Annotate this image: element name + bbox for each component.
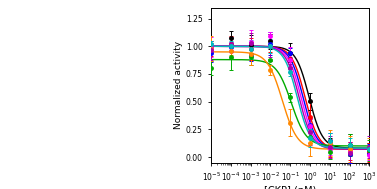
Y-axis label: Normalized activity: Normalized activity [174, 41, 183, 129]
X-axis label: [CKP] (nM): [CKP] (nM) [264, 185, 316, 189]
